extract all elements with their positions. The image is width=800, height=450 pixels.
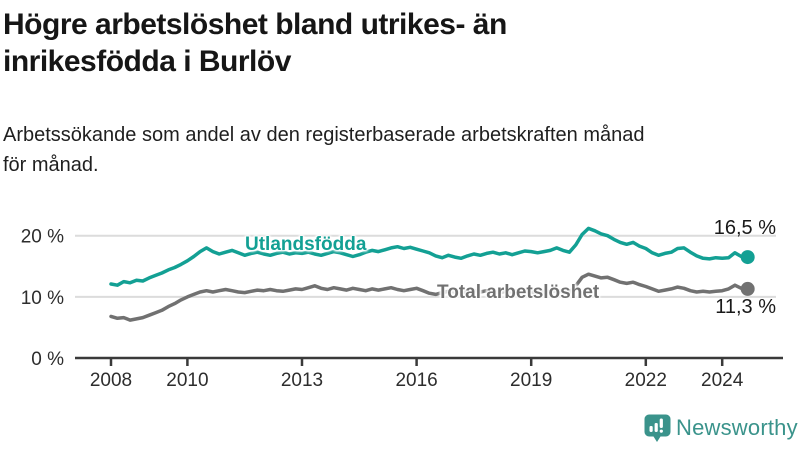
svg-text:2013: 2013 — [281, 370, 323, 391]
svg-text:2024: 2024 — [701, 370, 744, 391]
series-label-total-arbetsloshet: Total arbetslöshet — [437, 282, 600, 303]
svg-text:2010: 2010 — [166, 370, 208, 391]
svg-text:2022: 2022 — [625, 370, 667, 391]
svg-text:0 %: 0 % — [31, 349, 64, 370]
logo-bar-small — [649, 426, 653, 432]
series-label-utlandsfodda: Utlandsfödda — [245, 234, 367, 255]
logo-bar-tall — [654, 423, 658, 432]
newsworthy-logo-icon — [644, 414, 671, 442]
page-title: Högre arbetslöshet bland utrikes- än inr… — [3, 8, 507, 78]
logo-exclamation-bar — [659, 418, 663, 428]
logo-text: Newsworthy — [676, 415, 798, 440]
newsworthy-logo: Newsworthy — [644, 414, 798, 444]
svg-text:10 %: 10 % — [21, 288, 64, 309]
logo-exclamation-dot — [659, 429, 663, 433]
svg-text:2008: 2008 — [90, 370, 132, 391]
svg-text:2019: 2019 — [510, 370, 552, 391]
end-value-label-utlandsfodda: 16,5 % — [713, 217, 776, 239]
end-value-label-total: 11,3 % — [715, 296, 776, 318]
svg-text:20 %: 20 % — [21, 227, 64, 248]
svg-text:2016: 2016 — [395, 370, 437, 391]
chart-subtitle: Arbetssökande som andel av den registerb… — [3, 124, 645, 176]
